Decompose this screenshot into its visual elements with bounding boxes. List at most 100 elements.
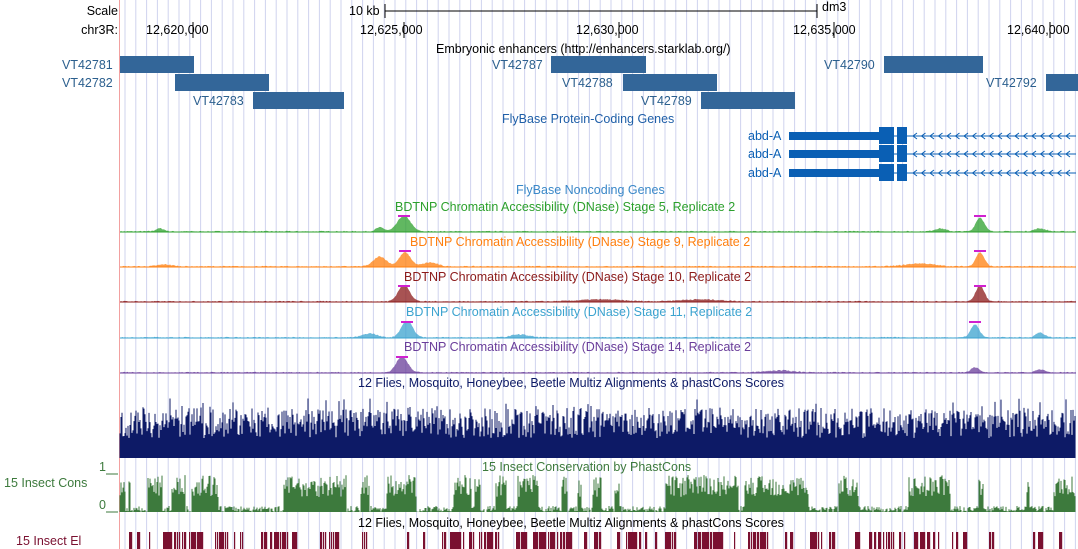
enhancer-label[interactable]: VT42781 bbox=[62, 58, 113, 72]
enhancer-label[interactable]: VT42790 bbox=[824, 58, 875, 72]
gene-label[interactable]: abd-A bbox=[748, 129, 782, 143]
protein-coding-track-title[interactable]: FlyBase Protein-Coding Genes bbox=[502, 112, 675, 126]
conserved-element bbox=[938, 532, 940, 549]
conserved-element bbox=[816, 532, 818, 549]
conserved-element bbox=[445, 532, 447, 549]
conserved-element bbox=[811, 532, 813, 549]
dnase-signal bbox=[120, 252, 1076, 267]
conserved-element bbox=[720, 532, 722, 549]
conserved-element bbox=[424, 532, 426, 549]
conserved-element bbox=[993, 532, 995, 549]
conserved-element bbox=[524, 532, 526, 549]
conserved-element bbox=[491, 532, 493, 549]
conserved-element bbox=[294, 532, 296, 549]
conserved-element bbox=[329, 532, 331, 549]
multiz-track-title-2[interactable]: 12 Flies, Mosquito, Honeybee, Beetle Mul… bbox=[358, 516, 784, 530]
conserved-element bbox=[234, 532, 236, 549]
conserved-element bbox=[719, 532, 721, 549]
conserved-element bbox=[1034, 532, 1036, 549]
conserved-element bbox=[886, 532, 888, 549]
conserved-element bbox=[540, 532, 542, 549]
conserved-element bbox=[921, 532, 923, 549]
conserved-element bbox=[459, 532, 461, 549]
conserved-element bbox=[765, 532, 767, 549]
conserved-element bbox=[460, 532, 462, 549]
conserved-element bbox=[408, 532, 410, 549]
conserved-element bbox=[710, 532, 712, 549]
enhancers-track-title[interactable]: Embryonic enhancers (http://enhancers.st… bbox=[436, 42, 731, 56]
conserved-element bbox=[274, 532, 276, 549]
phastcons-track-title[interactable]: 15 Insect Conservation by PhastCons bbox=[482, 460, 692, 474]
enhancer-label[interactable]: VT42788 bbox=[562, 76, 613, 90]
conserved-element bbox=[762, 532, 764, 549]
conserved-element bbox=[704, 532, 706, 549]
enhancer-label[interactable]: VT42787 bbox=[492, 58, 543, 72]
conserved-element bbox=[833, 532, 835, 549]
conserved-element bbox=[338, 532, 340, 549]
cons-axis-min: 0 bbox=[99, 498, 106, 512]
dnase-stage9-title[interactable]: BDTNP Chromatin Accessibility (DNase) St… bbox=[410, 235, 751, 249]
enhancer-label[interactable]: VT42789 bbox=[641, 94, 692, 108]
conserved-element bbox=[957, 532, 959, 549]
conserved-element bbox=[904, 532, 906, 549]
enhancer-label[interactable]: VT42783 bbox=[193, 94, 244, 108]
conserved-element bbox=[1061, 532, 1063, 549]
dnase-stage14-title[interactable]: BDTNP Chromatin Accessibility (DNase) St… bbox=[404, 340, 752, 354]
gene-label[interactable]: abd-A bbox=[748, 147, 782, 161]
conserved-element bbox=[669, 532, 671, 549]
conserved-element bbox=[814, 532, 816, 549]
position-tick: 12,625,000 bbox=[360, 23, 423, 37]
conserved-element bbox=[551, 532, 553, 549]
dnase-signal bbox=[120, 321, 1076, 338]
conserved-element bbox=[444, 532, 446, 549]
dnase-clip-marker bbox=[398, 285, 410, 287]
enhancer-label[interactable]: VT42782 bbox=[62, 76, 113, 90]
conserved-element bbox=[990, 532, 992, 549]
conserved-element bbox=[767, 532, 769, 549]
conserved-element bbox=[179, 532, 181, 549]
conserved-element bbox=[917, 532, 919, 549]
conserved-element bbox=[721, 532, 723, 549]
conserved-element bbox=[922, 532, 924, 549]
conserved-element bbox=[1033, 532, 1035, 549]
dnase-clip-marker bbox=[974, 285, 986, 287]
conserved-element bbox=[818, 532, 820, 549]
dnase-stage11-title[interactable]: BDTNP Chromatin Accessibility (DNase) St… bbox=[406, 305, 753, 319]
dnase-stage10-title[interactable]: BDTNP Chromatin Accessibility (DNase) St… bbox=[404, 270, 752, 284]
conserved-element bbox=[749, 532, 751, 549]
conserved-element bbox=[320, 532, 322, 549]
elements-side-label[interactable]: 15 Insect El bbox=[16, 534, 82, 548]
conserved-element bbox=[519, 532, 521, 549]
conserved-element bbox=[325, 532, 327, 549]
conserved-element bbox=[855, 532, 857, 549]
conserved-element bbox=[149, 532, 151, 549]
conserved-element bbox=[585, 532, 587, 549]
conserved-element bbox=[878, 532, 880, 549]
conserved-element bbox=[535, 532, 537, 549]
conserved-element bbox=[550, 532, 552, 549]
conserved-element bbox=[293, 532, 295, 549]
conserved-element bbox=[674, 532, 676, 549]
noncoding-track-title[interactable]: FlyBase Noncoding Genes bbox=[516, 183, 665, 197]
conserved-element bbox=[670, 532, 672, 549]
conserved-element bbox=[525, 532, 527, 549]
conserved-element bbox=[618, 532, 620, 549]
conserved-element bbox=[790, 532, 792, 549]
conserved-element bbox=[292, 532, 294, 549]
conserved-element bbox=[287, 532, 289, 549]
conserved-element bbox=[545, 532, 547, 549]
conserved-element bbox=[668, 532, 670, 549]
multiz-track-title[interactable]: 12 Flies, Mosquito, Honeybee, Beetle Mul… bbox=[358, 376, 784, 390]
cons-side-label[interactable]: 15 Insect Cons bbox=[4, 476, 88, 490]
conserved-element bbox=[202, 532, 204, 549]
gene-exon bbox=[897, 145, 907, 162]
gene-label[interactable]: abd-A bbox=[748, 166, 782, 180]
conserved-element bbox=[516, 532, 518, 549]
dnase-stage5-title[interactable]: BDTNP Chromatin Accessibility (DNase) St… bbox=[395, 200, 736, 214]
conserved-element bbox=[596, 532, 598, 549]
enhancer-label[interactable]: VT42792 bbox=[986, 76, 1037, 90]
conserved-element bbox=[473, 532, 475, 549]
conserved-element bbox=[282, 532, 284, 549]
gene-exon bbox=[879, 145, 894, 162]
